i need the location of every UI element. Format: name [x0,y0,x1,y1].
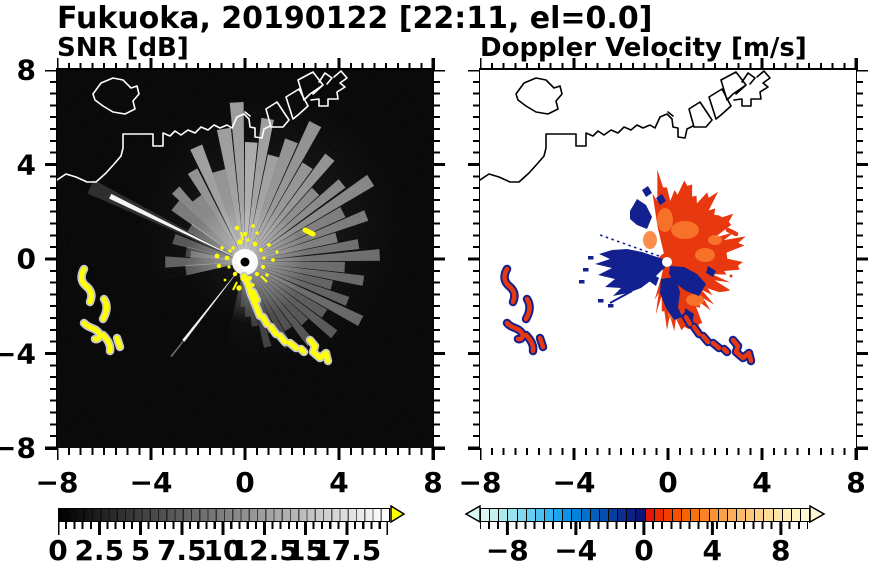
velocity-colorbar-cell [671,509,682,521]
velocity-colorbar-cell [607,509,618,521]
velocity-x-tick-label: −8 [458,466,502,499]
velocity-colorbar-cell [781,509,791,521]
snr-x-tick-label: −8 [35,466,79,499]
velocity-colorbar-tick-label: 8 [770,534,791,567]
velocity-colorbar-cell [653,509,663,521]
velocity-colorbar-cell [717,509,727,521]
velocity-x-tick-label: −4 [552,466,596,499]
tick-strip [58,521,388,535]
tick-strip [57,58,435,70]
velocity-colorbar-cell [589,509,599,521]
velocity-colorbar-tick-label: 4 [702,534,723,567]
snr-colorbar-tick-label: 10 [203,534,243,567]
snr-x-tick-label: −4 [129,466,173,499]
velocity-colorbar-cell [699,509,709,521]
velocity-colorbar-cell [799,509,810,521]
velocity-colorbar [480,508,810,522]
velocity-colorbar-underflow-arrow [464,505,481,523]
velocity-colorbar-cell [598,509,608,521]
velocity-colorbar-cell [580,509,590,521]
velocity-colorbar-cell [763,509,773,521]
tick-strip [480,58,858,70]
snr-x-tick-label: 4 [329,466,349,499]
figure-title: Fukuoka, 20190122 [22:11, el=0.0] [57,1,653,36]
snr-y-tick-label: 8 [16,53,36,87]
snr-colorbar-tick-label: 7.5 [156,534,207,567]
velocity-x-tick-label: 8 [846,466,866,499]
snr-radar-image [57,70,433,448]
snr-panel [57,70,433,448]
velocity-x-tick-label: 4 [752,466,772,499]
snr-colorbar-tick-label: 5 [130,534,151,567]
velocity-colorbar-cell [790,509,800,521]
velocity-colorbar-overflow-arrow [809,505,826,523]
snr-colorbar-tick-label: 2.5 [74,534,125,567]
snr-x-tick-label: 8 [423,466,443,499]
velocity-colorbar-cell [772,509,782,521]
velocity-colorbar-tick-label: −4 [554,534,598,567]
tick-strip [480,521,808,535]
velocity-colorbar-cell [708,509,718,521]
velocity-colorbar-cell [745,509,755,521]
velocity-colorbar-tick-label: −8 [485,534,529,567]
velocity-colorbar-cell [662,509,672,521]
snr-colorbar-tick-label: 12.5 [229,534,299,567]
snr-colorbar [58,508,390,522]
velocity-colorbar-cell [553,509,563,521]
velocity-colorbar-cell [644,509,654,521]
velocity-colorbar-cell [525,509,535,521]
velocity-colorbar-cell [507,509,517,521]
velocity-colorbar-tick-label: 0 [634,534,654,567]
tick-strip [45,70,57,450]
tick-strip [480,448,858,460]
snr-y-tick-label: −8 [0,431,36,465]
velocity-colorbar-cell [617,509,627,521]
velocity-colorbar-cell [735,509,746,521]
velocity-colorbar-cell [681,509,691,521]
snr-x-tick-label: 0 [235,466,255,499]
velocity-colorbar-cell [481,509,490,521]
radar-site-dot [240,257,250,267]
tick-strip [433,70,445,450]
velocity-colorbar-cell [690,509,700,521]
velocity-radar-image [480,70,856,448]
snr-y-tick-label: 4 [16,148,36,181]
snr-colorbar-overflow-arrow [390,505,406,523]
snr-colorbar-tick-label: 15 [286,534,325,567]
snr-y-tick-label: −4 [0,337,36,370]
velocity-colorbar-cell [489,509,499,521]
tick-strip [468,70,480,450]
snr-colorbar-tick-label: 0 [48,534,68,567]
velocity-colorbar-cell [635,509,645,521]
velocity-colorbar-cell [543,509,554,521]
velocity-colorbar-cell [571,509,581,521]
velocity-colorbar-cell [626,509,636,521]
velocity-colorbar-cell [754,509,764,521]
tick-strip [856,70,868,450]
velocity-colorbar-cell [516,509,526,521]
velocity-x-tick-label: 0 [658,466,678,499]
tick-strip [57,448,435,460]
velocity-colorbar-cell [498,509,508,521]
snr-y-tick-label: 0 [16,242,36,276]
velocity-panel [480,70,856,448]
radar-site-dot [662,257,672,267]
velocity-colorbar-cell [726,509,736,521]
velocity-colorbar-cell [534,509,544,521]
velocity-colorbar-cell [562,509,572,521]
snr-colorbar-tick-label: 17.5 [312,534,382,567]
